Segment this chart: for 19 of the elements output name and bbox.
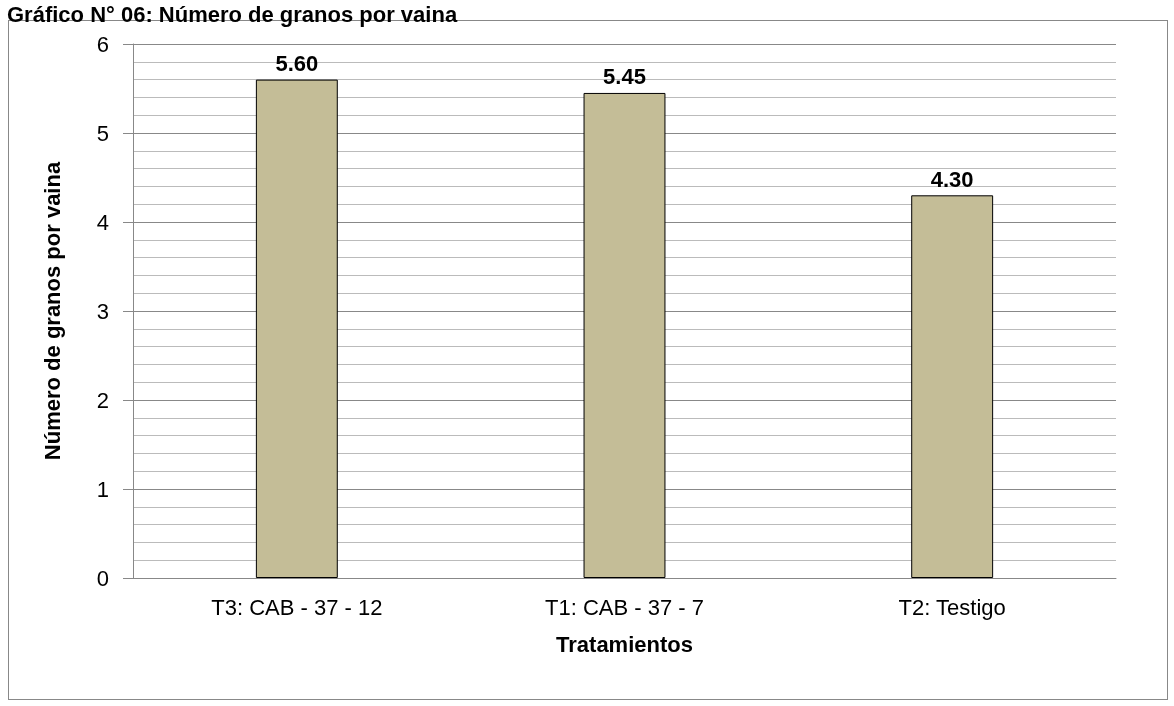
- y-tick-label: 1: [96, 476, 109, 502]
- x-tick-label: T2: Testigo: [898, 594, 1006, 620]
- chart-title: Gráfico N° 06: Número de granos por vaina: [7, 1, 458, 27]
- y-axis-title: Número de granos por vaina: [39, 161, 65, 461]
- y-tick-label: 6: [96, 31, 109, 57]
- bar: [255, 79, 338, 578]
- y-tick-label: 3: [96, 298, 109, 324]
- y-tick-label: 0: [96, 565, 109, 591]
- bar: [911, 195, 994, 578]
- y-tick-label: 2: [96, 387, 109, 413]
- y-tick-label: 4: [96, 209, 109, 235]
- data-label: 5.45: [603, 64, 646, 90]
- x-tick-label: T1: CAB - 37 - 7: [545, 594, 704, 620]
- y-tick-label: 5: [96, 120, 109, 146]
- x-axis-title: Tratamientos: [556, 631, 693, 657]
- data-label: 5.60: [275, 51, 319, 77]
- bar: [583, 92, 666, 578]
- x-tick-label: T3: CAB - 37 - 12: [211, 594, 383, 620]
- data-label: 4.30: [930, 166, 974, 192]
